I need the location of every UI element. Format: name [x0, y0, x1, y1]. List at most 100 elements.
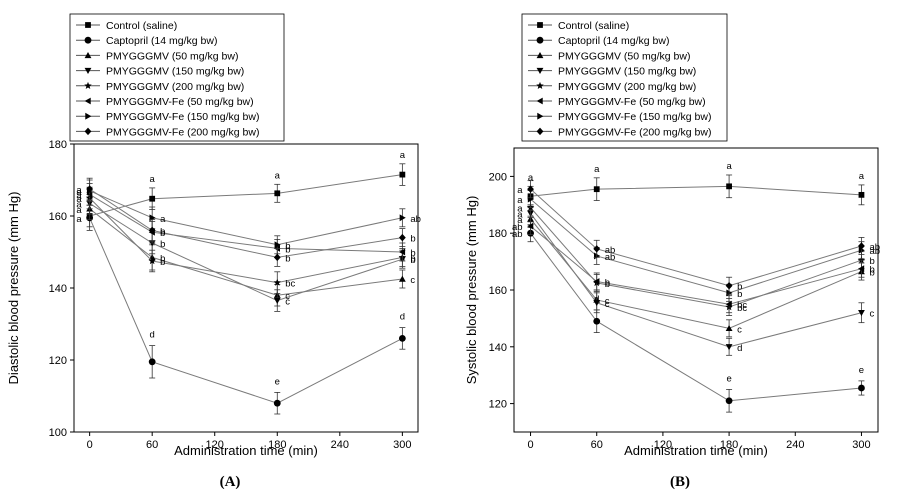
legend-marker [84, 52, 92, 59]
significance-label: b [285, 253, 290, 264]
legend-marker [536, 67, 544, 74]
data-point [858, 310, 865, 317]
significance-label: b [285, 241, 290, 252]
data-point [725, 324, 733, 332]
series-line [530, 188, 862, 287]
data-point [725, 282, 733, 290]
series-line [89, 193, 403, 253]
data-point [273, 297, 281, 304]
significance-label: a [517, 209, 523, 220]
significance-label: ab [410, 214, 421, 225]
series-3 [86, 197, 406, 307]
legend-marker [85, 22, 91, 28]
legend-box [521, 13, 728, 142]
data-point [858, 384, 865, 392]
significance-label: ab [869, 246, 880, 257]
significance-label: a [76, 199, 82, 210]
significance-label: a [517, 185, 523, 196]
y-axis-title: Systolic blood pressure (mm Hg) [464, 196, 479, 385]
data-point [725, 397, 733, 405]
significance-label: b [160, 253, 165, 264]
x-tick-label: 180 [268, 439, 286, 451]
legend-label: PMYGGGMV (150 mg/kg bw) [558, 66, 696, 78]
y-tick-label: 160 [49, 211, 67, 223]
significance-label: b [737, 289, 742, 300]
data-point [274, 241, 281, 249]
legend-box [69, 13, 285, 142]
data-point [149, 195, 156, 202]
data-point [86, 185, 94, 193]
legend-label: PMYGGGMV-Fe (50 mg/kg bw) [106, 96, 254, 108]
series-2 [86, 204, 406, 415]
significance-label: a [517, 195, 523, 206]
significance-label: a [517, 204, 523, 215]
x-tick-label: 60 [146, 439, 158, 451]
significance-label: a [400, 150, 406, 161]
data-point [274, 190, 281, 197]
significance-label: a [76, 214, 82, 225]
series-line [530, 198, 862, 294]
significance-label: a [87, 191, 93, 202]
plot-frame [513, 147, 879, 433]
legend-marker [84, 81, 92, 89]
legend-marker [537, 112, 544, 120]
legend-label: Control (saline) [558, 20, 629, 32]
x-tick-label: 240 [331, 439, 349, 451]
significance-label: a [726, 161, 732, 172]
y-tick-label: 180 [49, 139, 67, 151]
significance-label: b [869, 268, 874, 279]
series-1 [86, 163, 406, 228]
x-tick-label: 120 [654, 439, 672, 451]
significance-label: c [605, 296, 610, 307]
series-5 [85, 186, 407, 294]
series-2 [527, 224, 865, 413]
data-point [858, 265, 865, 273]
data-point [273, 278, 281, 286]
significance-label: c [737, 324, 742, 335]
data-point [398, 248, 406, 256]
significance-label: a [160, 214, 166, 225]
legend-marker [85, 112, 92, 120]
significance-label: d [594, 294, 599, 305]
data-point [273, 399, 281, 407]
data-point [527, 185, 534, 193]
significance-label: a [517, 215, 523, 226]
data-point [593, 278, 600, 285]
significance-label: bc [737, 303, 747, 314]
significance-label: b [160, 257, 165, 268]
data-point [858, 191, 865, 198]
significance-label: a [76, 190, 82, 201]
significance-label: ab [512, 222, 523, 233]
significance-label: b [737, 282, 742, 293]
series-line [89, 208, 403, 296]
legend-label: PMYGGGMV (50 mg/kg bw) [558, 50, 690, 62]
data-point [399, 214, 406, 222]
x-tick-label: 0 [527, 439, 533, 451]
series-6 [86, 183, 406, 262]
legend-marker [84, 127, 92, 136]
y-axis-title: Diastolic blood pressure (mm Hg) [6, 192, 21, 385]
significance-label: a [594, 164, 600, 175]
significance-label: bc [285, 279, 295, 290]
panel-label: (A) [220, 474, 241, 490]
significance-label: a [859, 171, 865, 182]
significance-label: ab [605, 252, 616, 263]
legend: Control (saline) Captopril (14 mg/kg bw) P… [521, 13, 728, 142]
series-6 [527, 217, 865, 314]
legend-marker [536, 97, 543, 105]
series-line [89, 202, 403, 302]
significance-label: a [76, 185, 82, 196]
significance-label: b [605, 277, 610, 288]
significance-label: b [285, 244, 290, 255]
data-point [593, 186, 600, 193]
significance-label: c [285, 297, 290, 308]
significance-label: b [869, 265, 874, 276]
panel-a: 0 60 120 180 240 300100120140160180Administra… [6, 13, 421, 490]
significance-label: c [605, 299, 610, 310]
significance-label: a [275, 170, 281, 181]
data-point [593, 300, 601, 307]
legend: Control (saline) Captopril (14 mg/kg bw) P… [69, 13, 285, 142]
x-tick-label: 180 [720, 439, 738, 451]
legend-label: PMYGGGMV (150 mg/kg bw) [106, 66, 244, 78]
